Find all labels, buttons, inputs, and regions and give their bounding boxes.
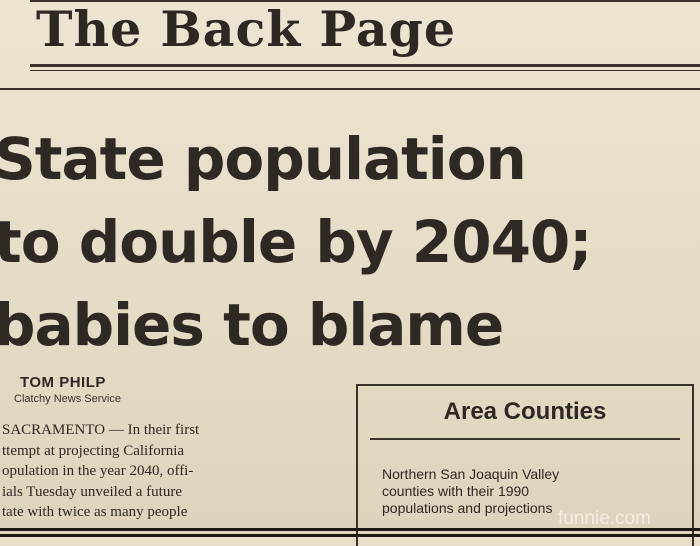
sidebar-title: Area Counties — [443, 398, 607, 425]
byline-service: Clatchy News Service — [14, 393, 121, 405]
top-rule — [30, 0, 700, 2]
sidebar-text: Northern San Joaquin Valley counties wit… — [382, 466, 682, 517]
headline-line-1: State population — [0, 125, 527, 193]
headline-line-3: babies to blame — [0, 291, 504, 359]
masthead-rule-thick — [30, 64, 700, 67]
sidebar-rule — [370, 438, 680, 440]
sidebar-box: Area Counties Northern San Joaquin Valle… — [356, 384, 694, 546]
headline-line-2: to double by 2040; — [0, 208, 593, 276]
sidebar-line: populations and projections — [382, 500, 553, 516]
article-line: opulation in the year 2040, offi- — [2, 463, 194, 479]
masthead-rule-thin — [30, 70, 700, 71]
sidebar-line: Northern San Joaquin Valley — [382, 466, 560, 482]
article-line: tate with twice as many people — [2, 504, 188, 520]
article-body: SACRAMENTO — In their first ttempt at pr… — [2, 420, 324, 523]
byline-author: TOM PHILP — [20, 374, 106, 391]
article-line: ials Tuesday unveiled a future — [2, 483, 182, 500]
section-rule — [0, 88, 700, 90]
watermark: funnie.com — [558, 508, 651, 529]
article-line: SACRAMENTO — In their first — [2, 422, 200, 438]
headline: State population to double by 2040; babi… — [0, 118, 694, 367]
bottom-edge-2 — [0, 534, 700, 537]
article-line: ttempt at projecting California — [2, 442, 185, 459]
bottom-edge — [0, 528, 700, 531]
masthead-title: The Back Page — [36, 0, 457, 58]
sidebar-line: counties with their 1990 — [382, 483, 530, 499]
